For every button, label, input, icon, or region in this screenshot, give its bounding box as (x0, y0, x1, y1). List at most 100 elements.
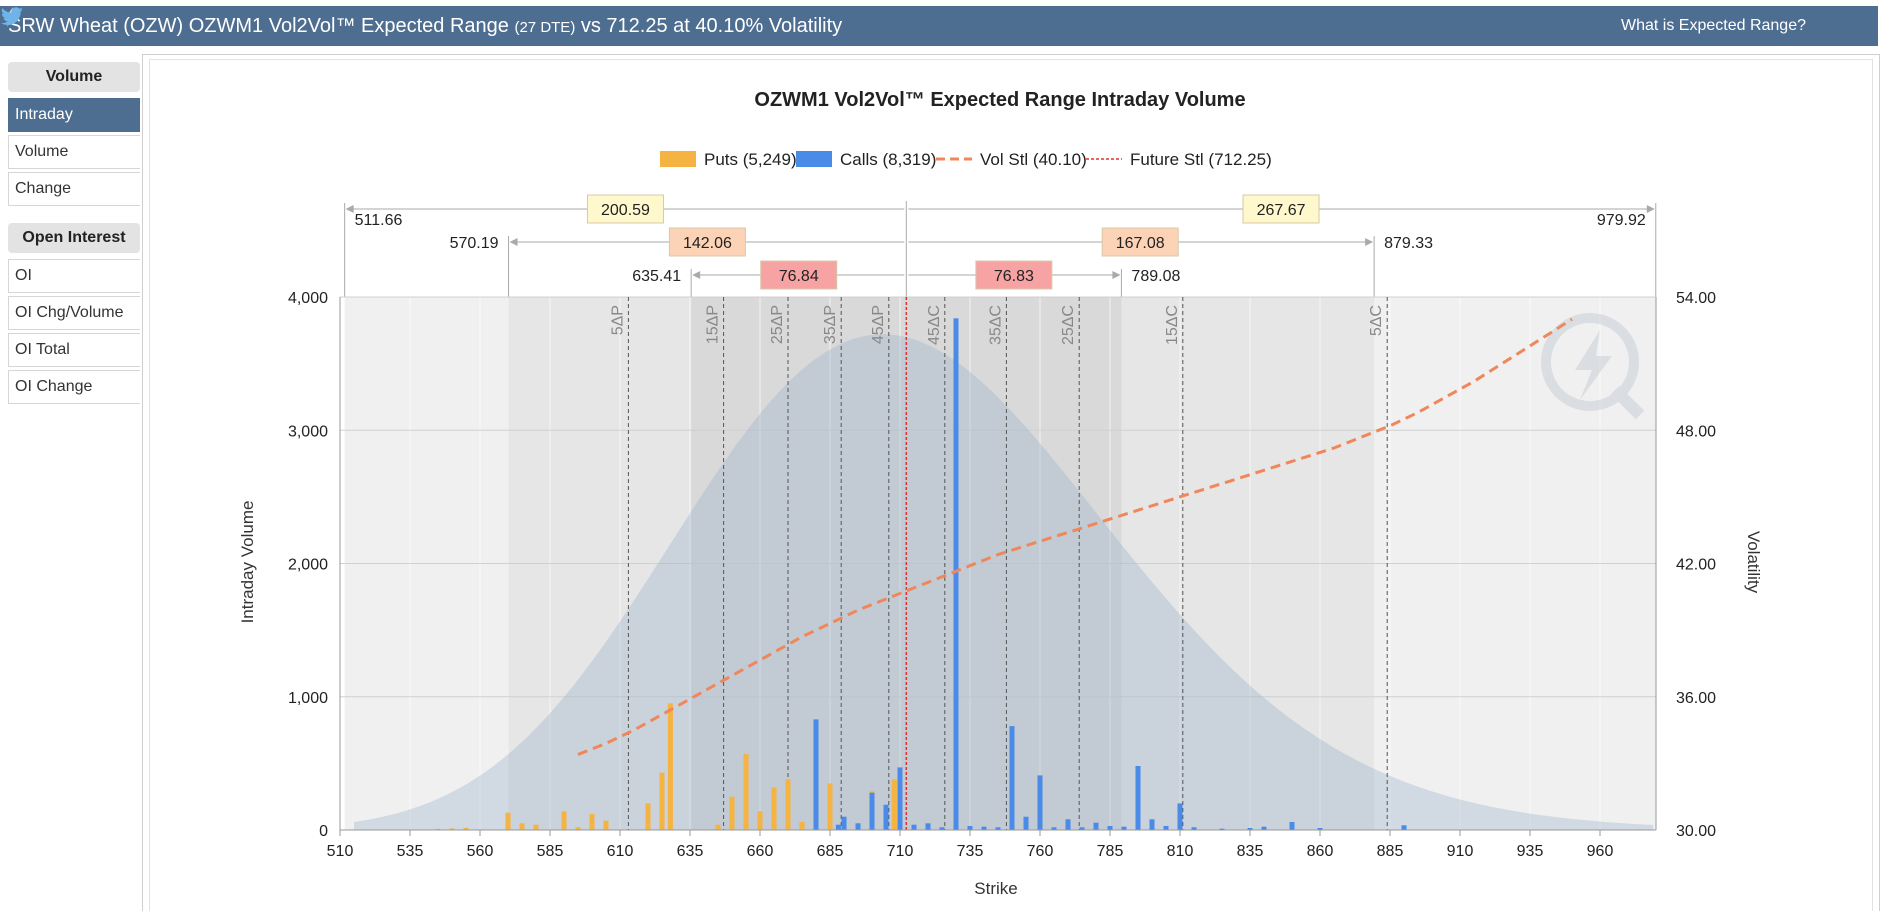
delta-label: 15ΔC (1164, 305, 1181, 345)
sidebar-item-intraday[interactable]: Intraday (8, 98, 140, 132)
x-tick-label: 660 (747, 843, 774, 860)
put-volume-bar[interactable] (645, 803, 651, 830)
call-volume-bar[interactable] (1079, 827, 1085, 830)
expected-range-row-1: 200.59 267.67 511.66 979.92 (344, 194, 1657, 297)
call-volume-bar[interactable] (1037, 775, 1043, 830)
put-volume-bar[interactable] (519, 823, 525, 830)
what-is-expected-range-link[interactable]: What is Expected Range? (1621, 17, 1806, 34)
put-volume-bar[interactable] (771, 787, 777, 830)
call-volume-bar[interactable] (953, 318, 959, 830)
call-volume-bar[interactable] (835, 824, 841, 830)
x-tick-label: 735 (957, 843, 984, 860)
call-volume-bar[interactable] (1401, 825, 1407, 830)
call-volume-bar[interactable] (967, 826, 973, 830)
put-volume-bar[interactable] (575, 827, 581, 830)
x-tick-label: 585 (537, 843, 564, 860)
x-tick-label: 860 (1307, 843, 1334, 860)
call-volume-bar[interactable] (1135, 766, 1141, 830)
call-volume-bar[interactable] (1289, 822, 1295, 830)
y-tick-label: 2,000 (288, 557, 328, 574)
page-title: SRW Wheat (OZW) OZWM1 Vol2Vol™ Expected … (8, 15, 842, 38)
call-volume-bar[interactable] (1009, 726, 1015, 830)
call-volume-bar[interactable] (1163, 826, 1169, 830)
legend-item[interactable]: Future Stl (712.25) (1086, 150, 1272, 169)
legend-item[interactable]: Calls (8,319) (796, 150, 936, 169)
range-up-value: 267.67 (1257, 202, 1306, 219)
call-volume-bar[interactable] (995, 827, 1001, 830)
call-volume-bar[interactable] (1219, 828, 1225, 830)
delta-label: 5ΔP (609, 305, 626, 335)
call-volume-bar[interactable] (1023, 816, 1029, 830)
x-tick-label: 685 (817, 843, 844, 860)
call-volume-bar[interactable] (1051, 827, 1057, 830)
sidebar-item-change[interactable]: Change (8, 172, 140, 206)
put-volume-bar[interactable] (505, 812, 511, 830)
put-volume-bar[interactable] (449, 828, 455, 830)
put-volume-bar[interactable] (589, 814, 595, 830)
call-volume-bar[interactable] (1261, 826, 1267, 830)
sidebar-item-oi-change[interactable]: OI Change (8, 370, 140, 404)
call-volume-bar[interactable] (813, 719, 819, 830)
range-high-label: 789.08 (1131, 268, 1180, 285)
legend-item[interactable]: Vol Stl (40.10) (936, 150, 1087, 169)
put-volume-bar[interactable] (891, 779, 897, 830)
sidebar-item-oi-chg-volume[interactable]: OI Chg/Volume (8, 296, 140, 330)
probability-distribution-area (354, 334, 1654, 830)
expected-range-brackets: 200.59 267.67 511.66 979.92 142.06 167.08 570.… (344, 194, 1657, 297)
legend-swatch (796, 151, 832, 167)
put-volume-bar[interactable] (827, 783, 833, 830)
call-volume-bar[interactable] (883, 804, 889, 830)
twitter-icon[interactable] (0, 7, 1870, 37)
call-volume-bar[interactable] (911, 824, 917, 830)
put-volume-bar[interactable] (463, 827, 469, 830)
put-volume-bar[interactable] (667, 703, 673, 830)
call-volume-bar[interactable] (855, 823, 861, 830)
call-volume-bar[interactable] (1177, 803, 1183, 830)
call-volume-bar[interactable] (939, 827, 945, 830)
sidebar-item-volume[interactable]: Volume (8, 135, 140, 169)
call-volume-bar[interactable] (981, 826, 987, 830)
sidebar-item-oi[interactable]: OI (8, 259, 140, 293)
delta-label: 35ΔC (987, 305, 1004, 345)
title-tail: vs 712.25 at 40.10% Volatility (580, 14, 843, 37)
put-volume-bar[interactable] (743, 754, 749, 830)
x-tick-label: 785 (1097, 843, 1124, 860)
call-volume-bar[interactable] (1121, 826, 1127, 830)
put-volume-bar[interactable] (435, 828, 441, 830)
put-volume-bar[interactable] (757, 811, 763, 830)
volume-heading: Volume (8, 62, 140, 92)
put-volume-bar[interactable] (659, 772, 665, 830)
range-down-box (760, 260, 838, 290)
call-volume-bar[interactable] (1093, 822, 1099, 830)
call-volume-bar[interactable] (1149, 819, 1155, 830)
put-volume-bar[interactable] (785, 779, 791, 830)
call-volume-bar[interactable] (1107, 826, 1113, 830)
call-volume-bar[interactable] (925, 823, 931, 830)
delta-label: 15ΔP (705, 305, 722, 344)
x-tick-label: 810 (1167, 843, 1194, 860)
put-volume-bar[interactable] (715, 824, 721, 830)
put-volume-bar[interactable] (729, 796, 735, 830)
put-volume-bar[interactable] (561, 811, 567, 830)
y2-tick-label: 54.00 (1676, 290, 1716, 307)
put-volume-bar[interactable] (799, 822, 805, 830)
legend-swatch (660, 151, 696, 167)
call-volume-bar[interactable] (1247, 828, 1253, 830)
sidebar-item-oi-total[interactable]: OI Total (8, 333, 140, 367)
range-up-box (1101, 227, 1179, 257)
put-volume-bar[interactable] (603, 820, 609, 830)
range-up-value: 76.83 (994, 268, 1034, 285)
y2-axis-label: Volatility (1744, 531, 1763, 594)
call-volume-bar[interactable] (841, 816, 847, 830)
put-volume-bar[interactable] (533, 824, 539, 830)
call-volume-bar[interactable] (1065, 819, 1071, 830)
x-tick-label: 910 (1447, 843, 1474, 860)
open-interest-heading: Open Interest (8, 223, 140, 253)
call-volume-bar[interactable] (1317, 828, 1323, 830)
call-volume-bar[interactable] (869, 792, 875, 830)
x-tick-label: 885 (1377, 843, 1404, 860)
call-volume-bar[interactable] (897, 767, 903, 830)
legend-item[interactable]: Puts (5,249) (660, 150, 797, 169)
call-volume-bar[interactable] (1191, 827, 1197, 830)
